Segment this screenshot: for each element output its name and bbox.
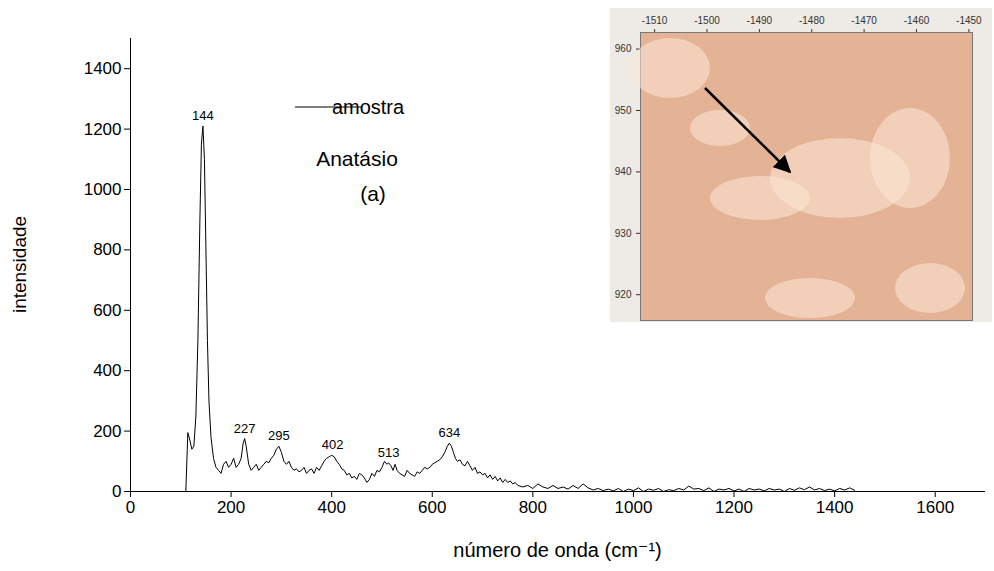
svg-text:400: 400 (317, 498, 345, 517)
svg-text:-1460: -1460 (904, 15, 930, 26)
svg-text:1400: 1400 (84, 59, 122, 78)
svg-text:402: 402 (322, 437, 344, 452)
svg-text:513: 513 (378, 445, 400, 460)
svg-text:400: 400 (93, 361, 121, 380)
svg-text:227: 227 (234, 421, 256, 436)
svg-text:(a): (a) (360, 182, 386, 205)
svg-text:-1450: -1450 (956, 15, 982, 26)
svg-text:800: 800 (93, 240, 121, 259)
svg-text:-1480: -1480 (799, 15, 825, 26)
svg-text:1600: 1600 (916, 498, 954, 517)
svg-text:amostra: amostra (332, 96, 405, 118)
svg-text:número de onda (cm⁻¹): número de onda (cm⁻¹) (453, 539, 661, 561)
svg-text:1000: 1000 (84, 180, 122, 199)
svg-text:1200: 1200 (84, 120, 122, 139)
svg-text:1400: 1400 (816, 498, 854, 517)
svg-text:940: 940 (615, 166, 632, 177)
svg-text:634: 634 (439, 425, 461, 440)
svg-text:950: 950 (615, 105, 632, 116)
svg-text:intensidade: intensidade (9, 216, 30, 313)
svg-text:295: 295 (268, 428, 290, 443)
svg-text:144: 144 (192, 108, 214, 123)
svg-text:200: 200 (217, 498, 245, 517)
svg-text:0: 0 (112, 482, 121, 501)
svg-text:Anatásio: Anatásio (316, 147, 398, 170)
svg-text:-1510: -1510 (642, 15, 668, 26)
svg-text:920: 920 (615, 289, 632, 300)
svg-text:800: 800 (519, 498, 547, 517)
svg-text:930: 930 (615, 228, 632, 239)
svg-text:-1470: -1470 (851, 15, 877, 26)
svg-text:600: 600 (93, 301, 121, 320)
svg-text:600: 600 (418, 498, 446, 517)
svg-text:0: 0 (126, 498, 135, 517)
svg-text:1000: 1000 (615, 498, 653, 517)
svg-text:960: 960 (615, 43, 632, 54)
svg-text:200: 200 (93, 422, 121, 441)
svg-text:-1490: -1490 (747, 15, 773, 26)
svg-text:1200: 1200 (715, 498, 753, 517)
svg-text:-1500: -1500 (694, 15, 720, 26)
